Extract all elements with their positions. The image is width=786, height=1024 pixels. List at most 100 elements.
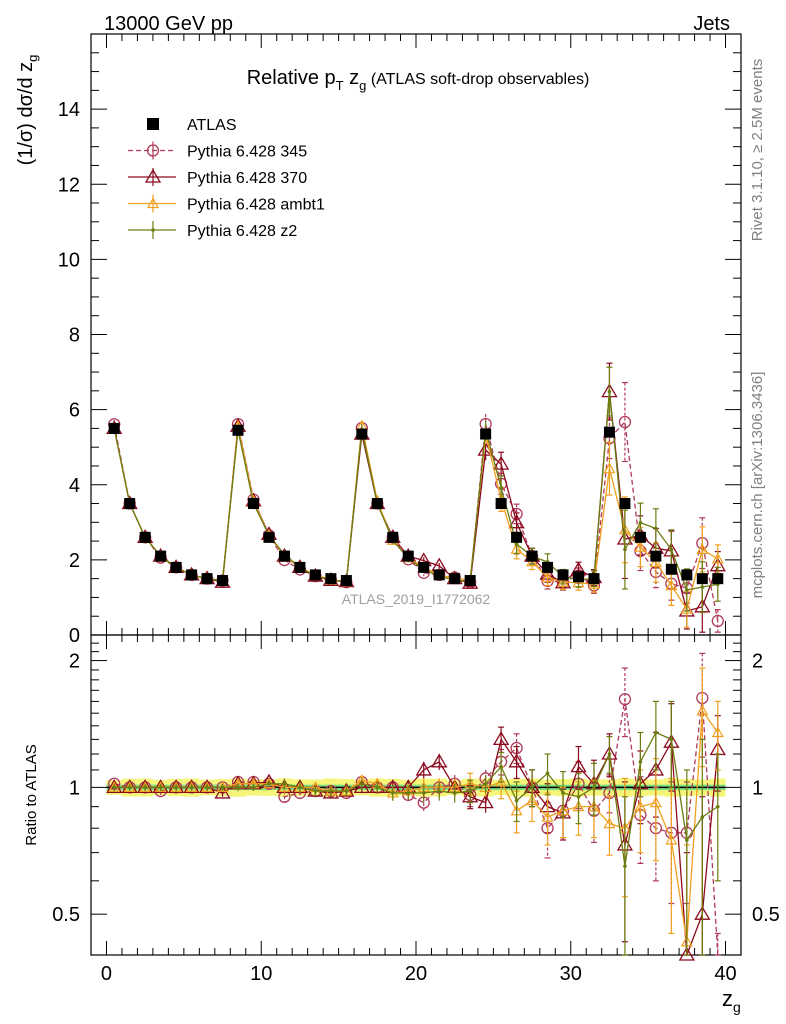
ratio-tick-label-right: 1 (752, 777, 763, 799)
series-point (623, 547, 627, 552)
mcplots-label: mcplots.cern.ch [arXiv:1306.3436] (749, 372, 766, 599)
data-point (186, 569, 198, 581)
data-point (634, 531, 646, 543)
data-point (418, 561, 430, 573)
ratio-tick-label-right: 2 (752, 651, 763, 673)
y-tick-label: 6 (69, 400, 80, 422)
series-point (654, 526, 658, 531)
data-point (248, 498, 259, 510)
ratio-point (106, 779, 123, 794)
ratio-point (174, 785, 178, 790)
data-point (155, 550, 167, 562)
ratio-point (167, 779, 185, 794)
ratio-point (183, 779, 200, 794)
series-line-ratio (114, 731, 719, 867)
ratio-point (406, 791, 411, 795)
data-point (495, 498, 507, 510)
ratio-point (415, 761, 432, 776)
data-point (356, 428, 368, 440)
ratio-point (603, 817, 616, 829)
ratio-point (649, 796, 662, 808)
y-tick-label: 0 (69, 625, 80, 647)
legend-marker (146, 197, 160, 209)
ratio-point (492, 731, 510, 746)
x-axis-label: zg (722, 986, 741, 1015)
legend-label: Pythia 6.428 ambt1 (187, 197, 325, 214)
ratio-point (205, 785, 209, 790)
data-point (603, 426, 615, 438)
series-0 (108, 381, 724, 956)
series-point (638, 520, 643, 525)
series-point (649, 556, 662, 568)
x-tick-label: 20 (405, 963, 427, 985)
ratio-point (530, 785, 534, 790)
ratio-point (561, 791, 565, 795)
ratio-point (278, 781, 291, 792)
data-point (108, 422, 120, 434)
ratio-point (669, 737, 674, 742)
legend-entry: Pythia 6.428 ambt1 (128, 194, 325, 214)
ratio-point (452, 791, 457, 795)
ratio-point (715, 804, 720, 809)
legend-marker (151, 228, 155, 232)
series-point (700, 585, 705, 589)
x-tick-label: 0 (101, 963, 112, 985)
series-point (669, 547, 674, 552)
ratio-point (152, 779, 169, 794)
data-point (139, 531, 151, 543)
ratio-point (623, 864, 627, 868)
ratio-point (267, 781, 271, 786)
y-tick-label: 2 (69, 550, 80, 572)
y-tick-label: 12 (58, 174, 80, 196)
ratio-point (189, 785, 194, 790)
ratio-tick-label: 2 (69, 651, 80, 673)
ratio-point (137, 779, 154, 794)
series-point (514, 542, 519, 546)
data-point (278, 550, 290, 562)
data-point (387, 531, 399, 543)
ratio-point (353, 779, 370, 794)
series-point (711, 614, 724, 628)
y-tick-label: 10 (58, 249, 80, 271)
data-point (340, 575, 352, 587)
ratio-point (499, 764, 503, 769)
ratio-point (607, 752, 612, 756)
data-layer (108, 422, 724, 587)
ratio-point (685, 838, 689, 842)
legend: ATLAS Pythia 6.428 345 Pythia 6.428 370 Pyt… (128, 117, 325, 240)
x-tick-label: 40 (714, 963, 736, 985)
data-point (464, 575, 476, 587)
ratio-point (514, 798, 519, 803)
data-point (263, 531, 275, 543)
data-point (170, 561, 182, 573)
series-point (696, 543, 709, 554)
data-point (232, 424, 244, 436)
ratio-point (112, 785, 117, 790)
legend-entry: Pythia 6.428 z2 (128, 221, 297, 240)
ratio-point (251, 785, 256, 790)
ratio-point (700, 815, 705, 819)
legend-entry: Pythia 6.428 345 (128, 141, 307, 161)
series-point (541, 571, 554, 583)
data-point (371, 498, 383, 510)
series-1 (106, 362, 726, 961)
series-line-ratio (114, 697, 719, 956)
ratio-point (576, 794, 581, 799)
ratio-point (483, 781, 488, 786)
series-point (499, 485, 503, 490)
ratio-point (236, 785, 240, 790)
legend-marker (146, 144, 160, 157)
data-point (511, 531, 523, 543)
ratio-point (143, 785, 147, 790)
ratio-point (541, 810, 554, 822)
series-point (665, 579, 678, 591)
ratio-point (127, 785, 132, 790)
data-point (325, 573, 337, 585)
ratio-point (360, 781, 364, 786)
ratio-point (298, 785, 302, 790)
ratio-point (678, 946, 695, 961)
legend-marker (144, 168, 162, 183)
series-line-ratio (114, 737, 719, 956)
legend-entry: ATLAS (147, 117, 237, 134)
rivet-label: Rivet 3.1.10, ≥ 2.5M events (749, 59, 766, 242)
